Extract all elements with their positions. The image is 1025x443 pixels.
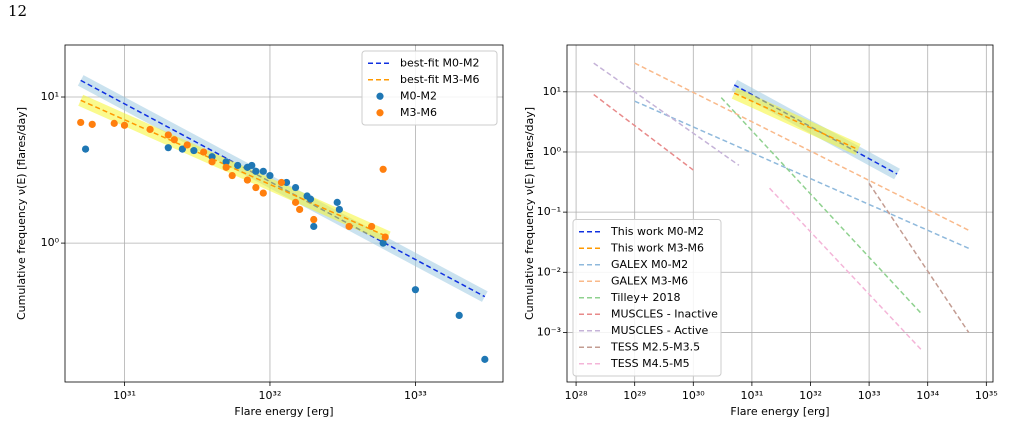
- data-point: [259, 167, 267, 175]
- fit-line: [634, 100, 969, 250]
- fit-line: [80, 99, 389, 238]
- data-point: [81, 145, 90, 153]
- data-point: [208, 158, 216, 166]
- legend-marker: [376, 109, 384, 117]
- legend-label: GALEX M3-M6: [611, 274, 688, 287]
- data-point: [190, 146, 198, 155]
- data-point: [277, 178, 286, 187]
- x-tick-label: 10³²: [799, 389, 822, 402]
- y-tick-label: 10⁻²: [537, 265, 561, 278]
- x-tick-label: 10³⁵: [975, 389, 998, 402]
- data-point: [146, 125, 154, 134]
- legend-label: GALEX M0-M2: [611, 258, 688, 271]
- y-axis-label: Cumulative frequency ν(E) [flares/day]: [15, 107, 28, 320]
- plot-area: [77, 75, 489, 363]
- y-axis-label: Cumulative frequency ν(E) [flares/day]: [523, 107, 536, 320]
- x-tick-label: 10³¹: [113, 389, 136, 402]
- data-point: [222, 158, 230, 166]
- data-point: [164, 131, 172, 139]
- fit-line: [593, 93, 694, 171]
- data-point: [77, 118, 85, 127]
- data-point: [296, 205, 304, 214]
- data-point: [259, 189, 267, 197]
- data-point: [291, 198, 300, 206]
- data-point: [481, 355, 489, 363]
- fit-line: [593, 62, 740, 166]
- x-axis-label: Flare energy [erg]: [730, 405, 829, 418]
- data-point: [120, 121, 129, 129]
- x-tick-label: 10²⁹: [623, 389, 646, 402]
- legend-label: Tilley+ 2018: [610, 291, 681, 304]
- x-tick-label: 10²⁸: [565, 389, 588, 402]
- data-point: [345, 222, 353, 231]
- legend-label: TESS M2.5-M3.5: [610, 340, 700, 353]
- legend-marker: [376, 92, 384, 100]
- x-tick-label: 10³²: [259, 389, 282, 402]
- data-point: [200, 148, 208, 156]
- fit-line: [868, 183, 970, 333]
- data-point: [222, 163, 230, 171]
- data-point: [248, 161, 256, 170]
- data-point: [333, 198, 341, 206]
- legend-label: M3-M6: [400, 106, 437, 119]
- data-point: [379, 165, 387, 173]
- fit-line: [768, 187, 923, 352]
- legend-label: This work M0-M2: [610, 225, 704, 238]
- legend-label: MUSCLES - Inactive: [611, 307, 718, 320]
- x-tick-label: 10³¹: [740, 389, 763, 402]
- y-tick-label: 10⁻³: [537, 325, 561, 338]
- data-point: [228, 171, 236, 180]
- x-tick-label: 10³⁰: [682, 389, 705, 402]
- data-point: [379, 239, 387, 247]
- data-point: [234, 161, 242, 170]
- y-tick-label: 10¹: [41, 90, 59, 103]
- legend-label: TESS M4.5-M5: [610, 357, 690, 370]
- legend-label: MUSCLES - Active: [611, 324, 708, 337]
- y-tick-label: 10⁰: [41, 236, 60, 249]
- page-number: 12: [8, 2, 27, 20]
- plot-area: [593, 62, 970, 352]
- data-point: [208, 153, 216, 161]
- data-point: [252, 183, 260, 192]
- data-point: [266, 171, 274, 180]
- x-axis-label: Flare energy [erg]: [234, 405, 333, 418]
- data-point: [170, 136, 178, 144]
- data-point: [411, 286, 420, 294]
- data-point: [306, 195, 315, 203]
- fit-line: [80, 79, 486, 298]
- y-tick-label: 10⁰: [543, 145, 562, 158]
- legend-box: [361, 50, 498, 126]
- legend-box: [572, 219, 722, 377]
- data-point: [178, 145, 186, 153]
- y-tick-label: 10¹: [543, 85, 561, 98]
- data-point: [282, 178, 291, 187]
- legend-label: This work M3-M6: [610, 241, 704, 254]
- data-point: [310, 215, 318, 224]
- data-point: [291, 183, 300, 192]
- fit-line: [733, 92, 859, 151]
- data-point: [110, 119, 118, 127]
- axes-frame: [64, 44, 504, 383]
- data-point: [183, 141, 191, 149]
- data-point: [455, 311, 463, 319]
- fit-line: [720, 97, 923, 315]
- data-point: [252, 167, 260, 175]
- y-tick-label: 10⁻¹: [537, 205, 561, 218]
- data-point: [164, 144, 172, 152]
- legend-label: best-fit M0-M2: [400, 56, 479, 69]
- data-point: [381, 233, 389, 241]
- x-tick-label: 10³³: [858, 389, 881, 402]
- legend-label: best-fit M3-M6: [400, 73, 479, 86]
- data-point: [310, 222, 318, 231]
- x-tick-label: 10³⁴: [916, 389, 939, 402]
- data-point: [335, 205, 343, 214]
- x-tick-label: 10³³: [404, 389, 427, 402]
- data-point: [368, 222, 376, 231]
- legend-label: M0-M2: [400, 89, 437, 102]
- fit-line: [634, 62, 970, 231]
- data-point: [243, 176, 252, 184]
- data-point: [88, 120, 96, 128]
- axes-frame: [566, 44, 994, 383]
